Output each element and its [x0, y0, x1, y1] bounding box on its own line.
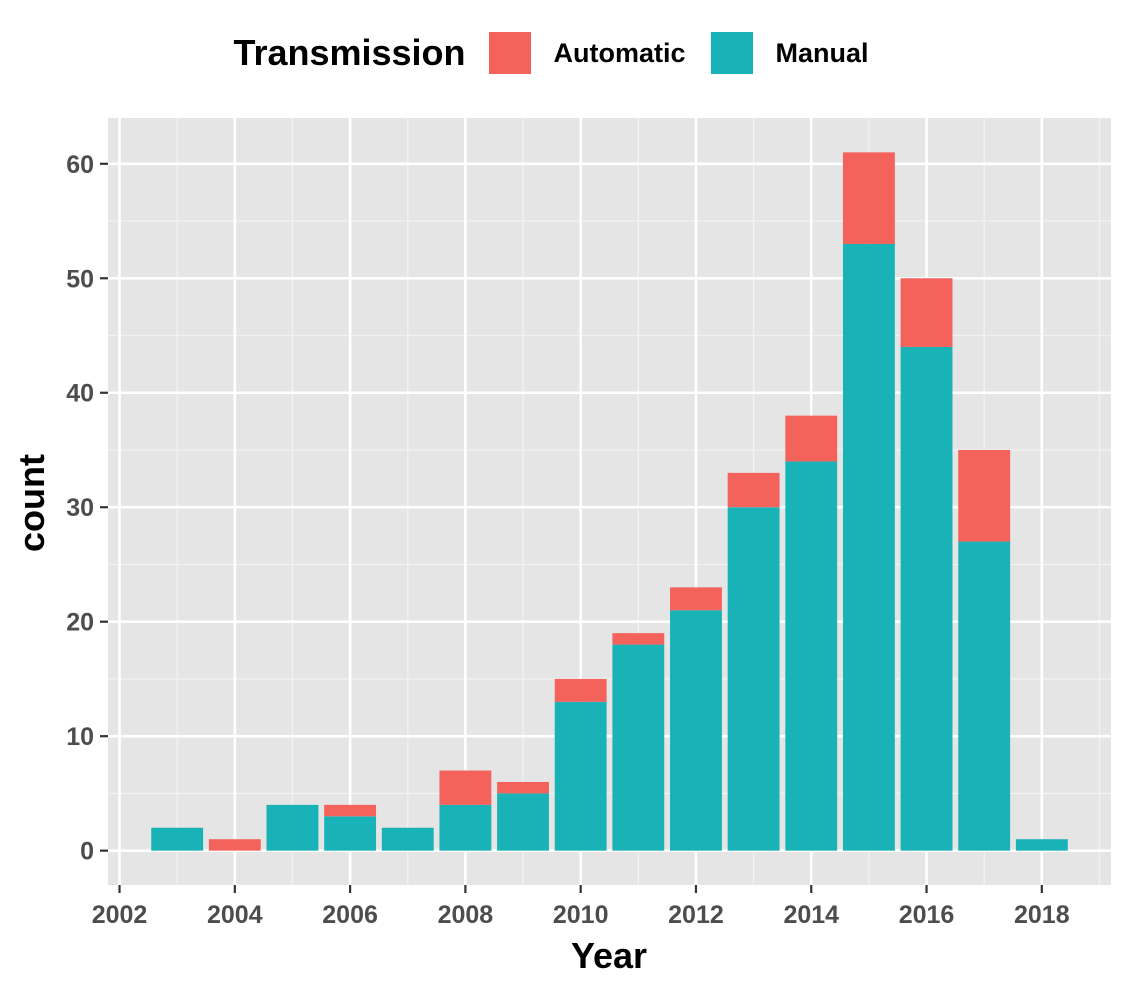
x-tick-label: 2004 [207, 901, 263, 929]
legend-label-manual: Manual [775, 37, 869, 68]
bar-manual-2016 [900, 346, 953, 851]
legend-item-automatic: Automatic [487, 31, 686, 75]
x-tick-label: 2014 [783, 901, 839, 929]
bar-automatic-2011 [612, 633, 665, 645]
y-tick-label: 30 [66, 494, 94, 522]
bar-automatic-2013 [727, 472, 780, 508]
legend-label-automatic: Automatic [553, 37, 686, 68]
bar-automatic-2009 [497, 781, 549, 794]
bar-automatic-2016 [900, 278, 953, 347]
legend-title: Transmission [233, 32, 466, 73]
x-tick-label: 2002 [92, 901, 148, 929]
bar-manual-2007 [381, 827, 434, 851]
bar-manual-2015 [842, 243, 895, 851]
bar-automatic-2008 [439, 770, 492, 805]
bar-manual-2010 [554, 701, 607, 851]
bar-automatic-2010 [554, 678, 607, 702]
x-tick-label: 2016 [899, 901, 955, 929]
bar-manual-2017 [958, 541, 1011, 851]
bar-automatic-2012 [670, 587, 722, 611]
bar-manual-2008 [439, 804, 492, 851]
axes: 0 10 20 30 40 50 60 2002 2004 2006 2008 2010 2012 201… [66, 151, 1070, 929]
bar-automatic-2004 [208, 839, 261, 851]
bar-manual-2003 [151, 827, 204, 851]
bar-automatic-2015 [842, 152, 895, 244]
y-tick-label: 20 [66, 609, 94, 637]
legend-swatch-automatic [487, 31, 532, 75]
y-axis-title: count [11, 454, 52, 552]
plot-area [108, 118, 1111, 885]
x-axis-title: Year [571, 935, 647, 976]
y-tick-label: 0 [80, 838, 94, 866]
bar-manual-2018 [1015, 839, 1068, 851]
bar-manual-2006 [324, 816, 377, 851]
y-tick-label: 60 [66, 151, 94, 179]
bar-automatic-2017 [958, 449, 1011, 542]
x-tick-label: 2010 [553, 901, 609, 929]
bar-manual-2014 [785, 461, 838, 851]
bar-manual-2011 [612, 644, 665, 851]
y-tick-label: 40 [66, 380, 94, 408]
x-tick-label: 2012 [668, 901, 724, 929]
y-tick-label: 50 [66, 265, 94, 293]
x-tick-label: 2018 [1014, 901, 1070, 929]
bar-automatic-2014 [785, 415, 838, 462]
bar-manual-2005 [266, 804, 319, 851]
legend-item-manual: Manual [709, 31, 869, 75]
x-tick-label: 2006 [322, 901, 378, 929]
bar-automatic-2006 [324, 804, 377, 817]
y-tick-label: 10 [66, 723, 94, 751]
bar-manual-2009 [497, 793, 549, 851]
bar-manual-2013 [727, 507, 780, 851]
legend-swatch-manual [709, 31, 754, 75]
x-tick-label: 2008 [438, 901, 494, 929]
legend: Transmission Automatic Manual [0, 28, 1126, 78]
bar-manual-2012 [670, 610, 722, 851]
